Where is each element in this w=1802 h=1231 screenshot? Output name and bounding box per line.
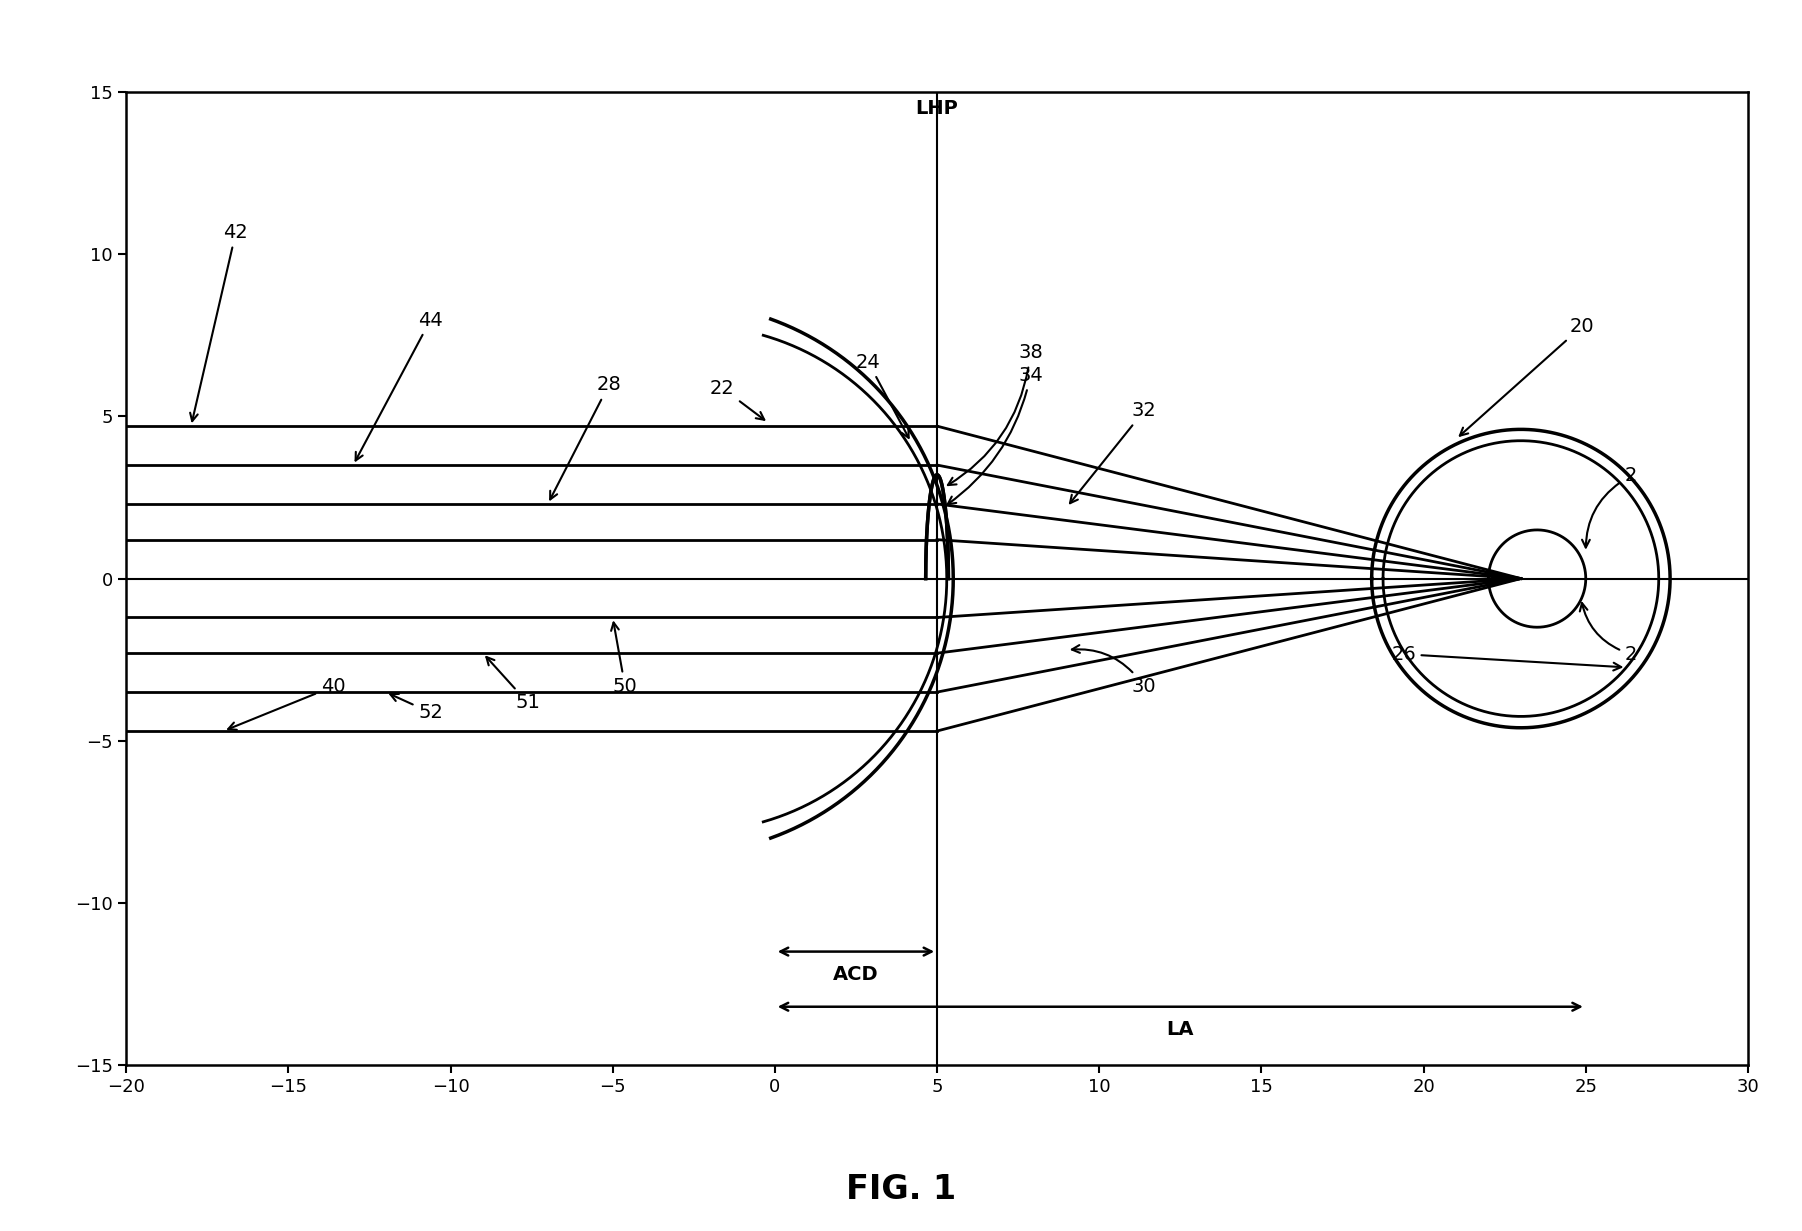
- Text: 44: 44: [355, 310, 443, 460]
- Text: 26: 26: [1391, 645, 1622, 671]
- Text: 52: 52: [391, 694, 443, 723]
- Text: 38: 38: [948, 343, 1043, 485]
- Text: ACD: ACD: [833, 965, 879, 984]
- Text: 30: 30: [1072, 645, 1157, 696]
- Text: 20: 20: [1460, 318, 1595, 436]
- Text: FIG. 1: FIG. 1: [845, 1173, 957, 1206]
- Text: 34: 34: [948, 366, 1043, 505]
- Text: LHP: LHP: [915, 98, 959, 117]
- Text: 40: 40: [229, 677, 346, 730]
- Text: 32: 32: [1070, 401, 1157, 503]
- Text: LA: LA: [1166, 1019, 1195, 1039]
- Text: 50: 50: [611, 623, 638, 696]
- Text: 2: 2: [1580, 603, 1636, 664]
- Text: 28: 28: [550, 375, 622, 500]
- Text: 24: 24: [856, 353, 908, 438]
- Text: 42: 42: [191, 223, 249, 421]
- Text: 51: 51: [487, 657, 541, 713]
- Text: 2: 2: [1582, 467, 1636, 548]
- Text: 22: 22: [710, 379, 764, 420]
